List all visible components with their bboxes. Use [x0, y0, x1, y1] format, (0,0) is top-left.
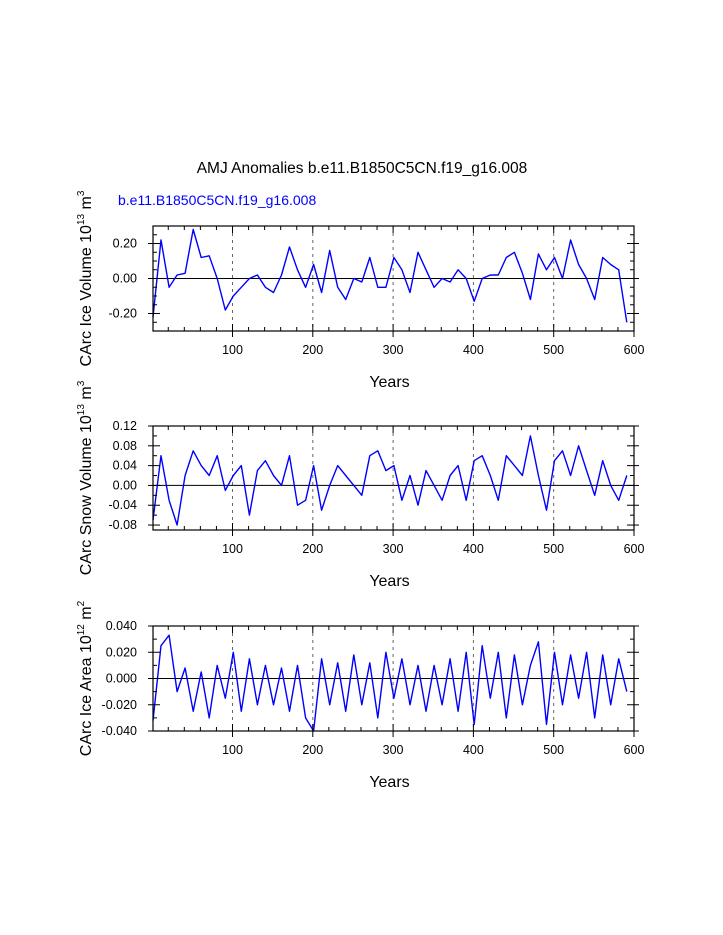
panel-2-xtick-label-400: 400	[463, 542, 484, 556]
panel-3-ytick-label-2: 0.000	[106, 672, 137, 686]
panel-1-ylabel-part-1: CArc Ice Volume 10	[78, 225, 95, 367]
panel-3-xtick-label-500: 500	[543, 743, 564, 757]
panel-2-xtick-label-500: 500	[543, 542, 564, 556]
panel-2-ylabel-part-4: 3	[76, 380, 87, 386]
panel-2-ylabel-part-3: m	[78, 386, 95, 404]
panel-2-ytick-label-5: 0.12	[113, 419, 137, 433]
panel-2-ytick-label-1: -0.04	[109, 498, 138, 512]
panel-2-xlabel: Years	[369, 573, 409, 590]
panel-1-xtick-label-100: 100	[222, 343, 243, 357]
panel-1-xtick-label-200: 200	[302, 343, 323, 357]
panel-3-ytick-label-0: -0.040	[102, 724, 137, 738]
case-label: b.e11.B1850C5CN.f19_g16.008	[118, 192, 316, 208]
panel-2-ylabel-part-2: 13	[76, 404, 87, 416]
panel-3-ylabel-part-3: m	[78, 606, 95, 624]
panel-1-xtick-label-300: 300	[383, 343, 404, 357]
panel-3-xtick-label-400: 400	[463, 743, 484, 757]
panel-2-ytick-label-2: 0.00	[113, 478, 137, 492]
panel-2-xtick-label-600: 600	[624, 542, 645, 556]
panel-2-xtick-label-200: 200	[302, 542, 323, 556]
panel-3-ytick-label-4: 0.040	[106, 619, 137, 633]
panel-1-xlabel: Years	[369, 374, 409, 391]
panel-3-ylabel-part-1: CArc Ice Area 10	[78, 635, 95, 756]
panel-1: 100 200 300 400 500 600 -0.20 0.00 0.20 Years CArc…	[76, 190, 644, 391]
panel-1-ylabel-part-2: 13	[76, 213, 87, 225]
panel-3-xtick-label-600: 600	[624, 743, 645, 757]
panel-3-xtick-label-300: 300	[383, 743, 404, 757]
panel-1-xtick-label-500: 500	[543, 343, 564, 357]
panel-1-ytick-label-0: -0.20	[109, 307, 138, 321]
panel-1-ytick-label-2: 0.20	[113, 237, 137, 251]
panel-2-ylabel: CArc Snow Volume 1013 m3	[76, 380, 95, 575]
panel-1-xtick-label-400: 400	[463, 343, 484, 357]
panel-2-ytick-label-0: -0.08	[109, 518, 138, 532]
panel-3-ytick-label-3: 0.020	[106, 645, 137, 659]
panel-2-xtick-label-100: 100	[222, 542, 243, 556]
panel-1-ylabel: CArc Ice Volume 1013 m3	[76, 190, 95, 366]
panel-1-ylabel-part-3: m	[78, 196, 95, 214]
panel-3-series-line-1	[152, 634, 628, 732]
panel-3-ytick-label-1: -0.020	[102, 698, 137, 712]
panel-3-xlabel: Years	[369, 774, 409, 791]
panel-3-xtick-label-100: 100	[222, 743, 243, 757]
panel-3-ylabel-part-4: 2	[76, 600, 87, 606]
panel-3-ylabel: CArc Ice Area 1012 m2	[76, 600, 95, 756]
panel-2-ytick-label-3: 0.04	[113, 459, 137, 473]
panel-1-ylabel-part-4: 3	[76, 190, 87, 196]
panel-2-series-line-1	[152, 435, 628, 526]
panel-2-xtick-label-300: 300	[383, 542, 404, 556]
panel-2-ytick-label-4: 0.08	[113, 439, 137, 453]
panel-2: 100 200 300 400 500 600 -0.08 -0.04 0.00 0.04 0.08…	[76, 380, 644, 590]
panel-3-xtick-label-200: 200	[302, 743, 323, 757]
panels: 100 200 300 400 500 600 -0.20 0.00 0.20 Years CArc…	[76, 190, 644, 791]
panel-3: 100 200 300 400 500 600 -0.040 -0.020 0.000 0.020…	[76, 600, 644, 791]
panel-1-series-line-1	[152, 228, 628, 323]
panel-1-ytick-label-1: 0.00	[113, 272, 137, 286]
figure-title: AMJ Anomalies b.e11.B1850C5CN.f19_g16.00…	[197, 160, 528, 177]
panel-1-xtick-label-600: 600	[624, 343, 645, 357]
panel-3-ylabel-part-2: 12	[76, 624, 87, 636]
panel-2-ylabel-part-1: CArc Snow Volume 10	[78, 415, 95, 575]
